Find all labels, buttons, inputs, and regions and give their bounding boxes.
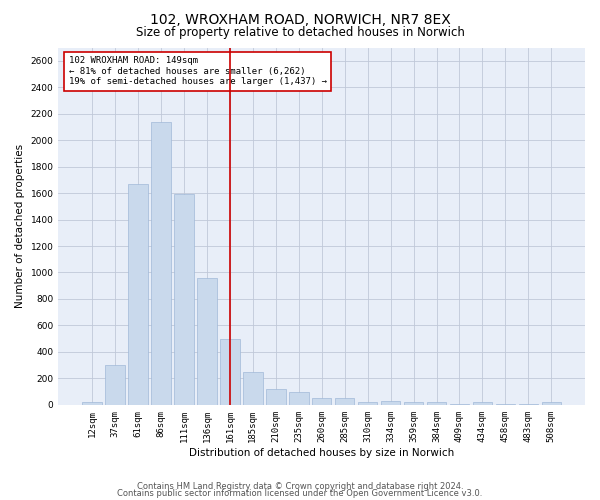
Text: 102 WROXHAM ROAD: 149sqm
← 81% of detached houses are smaller (6,262)
19% of sem: 102 WROXHAM ROAD: 149sqm ← 81% of detach… xyxy=(69,56,327,86)
Bar xyxy=(381,401,400,405)
Bar xyxy=(312,398,331,405)
Bar xyxy=(106,365,125,405)
Bar xyxy=(174,194,194,405)
Bar xyxy=(473,402,492,405)
X-axis label: Distribution of detached houses by size in Norwich: Distribution of detached houses by size … xyxy=(189,448,454,458)
Bar xyxy=(151,122,171,405)
Bar xyxy=(82,402,102,405)
Bar xyxy=(358,402,377,405)
Bar xyxy=(128,184,148,405)
Bar xyxy=(335,398,355,405)
Bar xyxy=(404,402,424,405)
Bar xyxy=(197,278,217,405)
Bar xyxy=(289,392,308,405)
Bar xyxy=(220,338,239,405)
Text: Size of property relative to detached houses in Norwich: Size of property relative to detached ho… xyxy=(136,26,464,39)
Bar xyxy=(427,402,446,405)
Bar xyxy=(542,402,561,405)
Text: Contains HM Land Registry data © Crown copyright and database right 2024.: Contains HM Land Registry data © Crown c… xyxy=(137,482,463,491)
Bar xyxy=(266,389,286,405)
Bar xyxy=(496,404,515,405)
Bar xyxy=(450,404,469,405)
Bar xyxy=(243,372,263,405)
Text: Contains public sector information licensed under the Open Government Licence v3: Contains public sector information licen… xyxy=(118,489,482,498)
Y-axis label: Number of detached properties: Number of detached properties xyxy=(15,144,25,308)
Text: 102, WROXHAM ROAD, NORWICH, NR7 8EX: 102, WROXHAM ROAD, NORWICH, NR7 8EX xyxy=(149,12,451,26)
Bar xyxy=(518,404,538,405)
